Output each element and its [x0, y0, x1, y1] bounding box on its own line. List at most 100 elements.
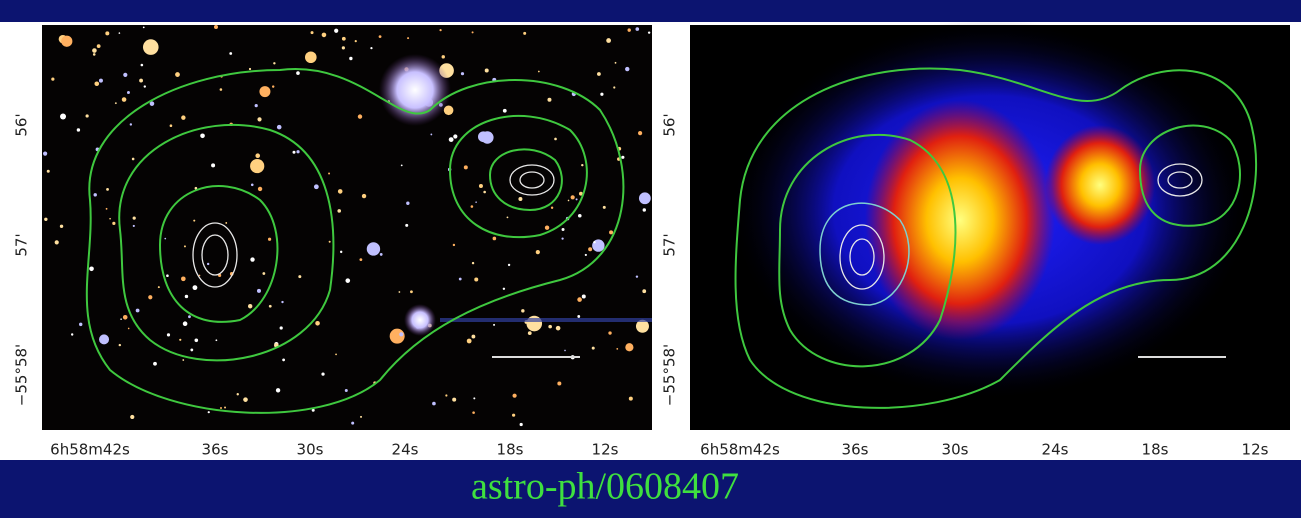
star	[473, 397, 475, 399]
star	[268, 238, 271, 241]
star	[406, 202, 409, 205]
x-tick-label: 24s	[1042, 441, 1069, 459]
star	[472, 411, 475, 414]
star	[538, 71, 540, 73]
star	[195, 339, 199, 343]
star	[472, 335, 476, 339]
star	[355, 40, 357, 42]
star	[296, 71, 300, 75]
star	[184, 245, 186, 247]
star	[568, 200, 570, 202]
star	[503, 109, 507, 113]
star	[115, 102, 117, 104]
star	[170, 124, 173, 127]
star	[139, 79, 143, 83]
star	[334, 29, 338, 33]
star	[485, 69, 489, 73]
star	[585, 254, 587, 256]
star	[430, 134, 432, 136]
star	[461, 72, 464, 75]
star	[493, 324, 495, 326]
star	[190, 349, 193, 352]
star	[208, 411, 210, 413]
star	[257, 289, 261, 293]
star	[280, 326, 283, 329]
star	[360, 416, 362, 418]
star	[143, 26, 145, 28]
star	[328, 173, 330, 175]
star	[545, 226, 549, 230]
star	[250, 257, 254, 261]
star	[144, 85, 146, 87]
star	[249, 68, 251, 70]
star	[47, 170, 50, 173]
star	[342, 46, 345, 49]
y-tick-label: −55°58'	[13, 344, 31, 406]
star	[220, 88, 223, 91]
y-tick-label: 56'	[661, 113, 679, 136]
star	[453, 244, 455, 246]
star	[243, 397, 248, 402]
star	[483, 191, 486, 194]
star	[592, 347, 595, 350]
star	[154, 47, 156, 49]
star	[224, 406, 226, 408]
star	[536, 250, 540, 254]
x-tick-label: 36s	[842, 441, 869, 459]
star	[123, 315, 128, 320]
star	[349, 57, 352, 60]
star	[167, 333, 170, 336]
star	[120, 318, 122, 320]
y-tick-label: 57'	[13, 233, 31, 256]
star	[215, 339, 217, 341]
star	[547, 98, 551, 102]
screenshot: 6h58m42s36s30s24s18s12s56'57'−55°58'6h58…	[0, 0, 1301, 518]
star	[475, 201, 477, 203]
star	[106, 208, 108, 210]
star	[136, 309, 140, 313]
star	[410, 290, 413, 293]
star	[638, 131, 642, 135]
star	[94, 193, 97, 196]
star	[112, 222, 115, 225]
star	[508, 264, 510, 266]
star	[581, 164, 583, 166]
star	[609, 230, 613, 234]
star	[158, 286, 160, 288]
star	[130, 415, 134, 419]
x-tick-label: 18s	[497, 441, 524, 459]
star	[248, 304, 252, 308]
star	[380, 253, 383, 256]
star	[340, 251, 342, 253]
star	[577, 297, 582, 302]
star	[77, 128, 80, 131]
star	[629, 397, 633, 401]
star	[315, 321, 320, 326]
star	[175, 72, 180, 77]
star	[119, 32, 121, 34]
star	[282, 359, 285, 362]
star	[643, 208, 646, 211]
star	[401, 164, 403, 166]
star	[153, 362, 157, 366]
star	[520, 423, 523, 426]
star	[179, 339, 181, 341]
star	[576, 198, 578, 200]
star	[478, 131, 489, 142]
star	[577, 315, 580, 318]
star	[621, 156, 624, 159]
star	[311, 31, 314, 34]
star	[351, 422, 354, 425]
star	[345, 389, 348, 392]
star	[512, 414, 515, 417]
x-tick-label: 30s	[297, 441, 324, 459]
star	[642, 289, 646, 293]
star	[99, 334, 109, 344]
star	[298, 275, 301, 278]
star	[578, 214, 582, 218]
star	[262, 272, 265, 275]
star	[518, 197, 522, 201]
star	[442, 55, 445, 58]
star	[613, 86, 615, 88]
star	[273, 62, 275, 64]
